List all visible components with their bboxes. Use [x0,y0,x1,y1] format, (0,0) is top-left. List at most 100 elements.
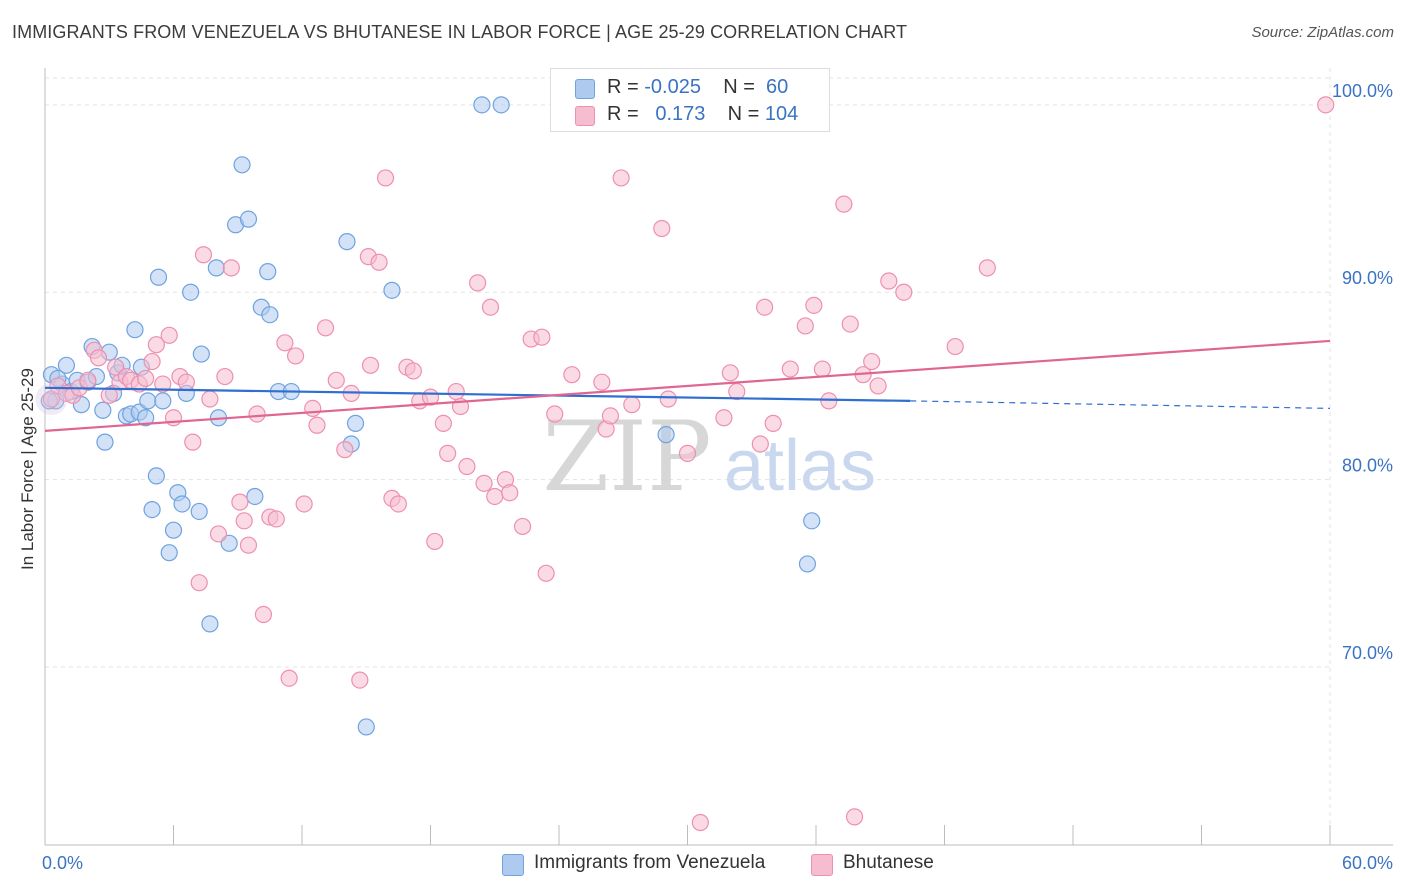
venezuela-point [346,414,365,432]
bhutanese-point [764,414,782,432]
bhutanese-point [336,441,354,459]
bhutanese-point [235,512,253,530]
venezuela-point [357,718,375,736]
r-label: R = [607,76,639,98]
bhutanese-point [426,532,444,551]
bhutanese-point [316,319,335,337]
bhutanese-point [978,259,996,277]
bhutanese-point [751,435,769,453]
n-value: 104 [764,103,799,125]
bhutanese-point [190,574,208,592]
correlation-legend: R = -0.025 N = 60 R = 0.173 N = 104 [550,68,830,132]
bhutanese-point [721,364,739,382]
bhutanese-point [160,326,178,344]
bhutanese-point [841,315,859,333]
venezuela-point [261,306,279,324]
bhutanese-point [563,366,581,384]
bhutanese-point [295,495,313,513]
bhutanese-point [304,399,322,418]
venezuela-point [803,512,821,530]
bhutanese-point [267,510,285,528]
bhutanese-point [612,169,630,187]
bhutanese-point [194,246,213,264]
bhutanese-point [376,169,395,187]
venezuela-point [207,259,225,277]
y-axis-label: In Labor Force | Age 25-29 [18,368,37,570]
x-tick-label: 0.0% [42,853,83,873]
bhutanese-point [239,536,258,554]
source-credit: Source: ZipAtlas.com [1251,24,1394,41]
venezuela-point [473,96,491,114]
venezuela-point [143,500,161,519]
bhutanese-point [231,493,249,511]
bhutanese-point [513,517,532,536]
bhutanese-point [89,349,108,367]
bhutanese-point [813,360,832,378]
bhutanese-point [79,371,97,389]
bhutanese-point [537,564,555,582]
legend-swatch-venezuela [575,79,595,99]
bhutanese-point [486,487,504,506]
y-tick-label: 90.0% [1342,268,1393,288]
venezuela-point [383,281,401,299]
venezuela-point [96,433,114,451]
bhutanese-point [361,356,380,374]
bhutanese-point [147,336,165,354]
bhutanese-point [351,671,369,689]
venezuela-point [147,467,165,485]
bhutanese-point [715,409,733,427]
bhutanese-point [501,484,519,502]
bhutanese-point [863,352,881,371]
bhutanese-point [254,605,273,624]
bhutanese-point [404,362,422,380]
bhutanese-point [946,337,964,356]
bhutanese-point [820,392,838,410]
venezuela-point [798,555,817,573]
venezuela-point [94,401,112,419]
y-tick-label: 80.0% [1342,456,1393,476]
bhutanese-point [276,334,294,352]
venezuela-trend-line [44,386,911,403]
watermark: ZIP atlas [542,401,876,513]
y-tick-labels: 100.0% 90.0% 80.0% 70.0% [1332,81,1393,663]
bhutanese-point [653,219,671,238]
venezuela-point [201,615,219,633]
bottom-legend-label: Immigrants from Venezuela [534,852,766,873]
r-value: -0.025 [644,76,701,98]
bhutanese-point [209,525,228,543]
bhutanese-point [137,369,155,388]
bottom-swatch-venezuela [502,854,524,876]
r-value: 0.173 [655,103,706,125]
n-value: 60 [766,76,789,98]
bhutanese-point [659,390,677,408]
venezuela-point [182,283,200,301]
venezuela-point [190,502,208,521]
venezuela-point [149,268,168,286]
venezuela-point [164,521,183,539]
bhutanese-point [781,360,799,378]
bhutanese-point [469,274,487,292]
trend-lines [44,339,1331,432]
r-label: R = [607,103,639,125]
venezuela-point [192,345,210,363]
venezuela-point [233,156,251,174]
venezuela-point [492,96,510,114]
bhutanese-point [222,259,240,277]
bhutanese-point [100,386,118,404]
bhutanese-point [1317,96,1335,114]
venezuela-point [126,321,144,339]
bhutanese-point [593,373,611,391]
bhutanese-point [845,808,864,826]
bhutanese-point [280,669,298,687]
bhutanese-point [475,474,493,492]
bhutanese-point [216,367,234,386]
cluster-point [35,383,68,416]
legend-swatch-bhutanese [575,106,595,126]
x-tick-labels: 0.0% 60.0% [42,853,1393,873]
bhutanese-point [880,272,898,290]
venezuela-point [160,544,178,562]
bhutanese-point [895,283,913,301]
data-points [35,96,1335,832]
bhutanese-point [248,405,266,423]
